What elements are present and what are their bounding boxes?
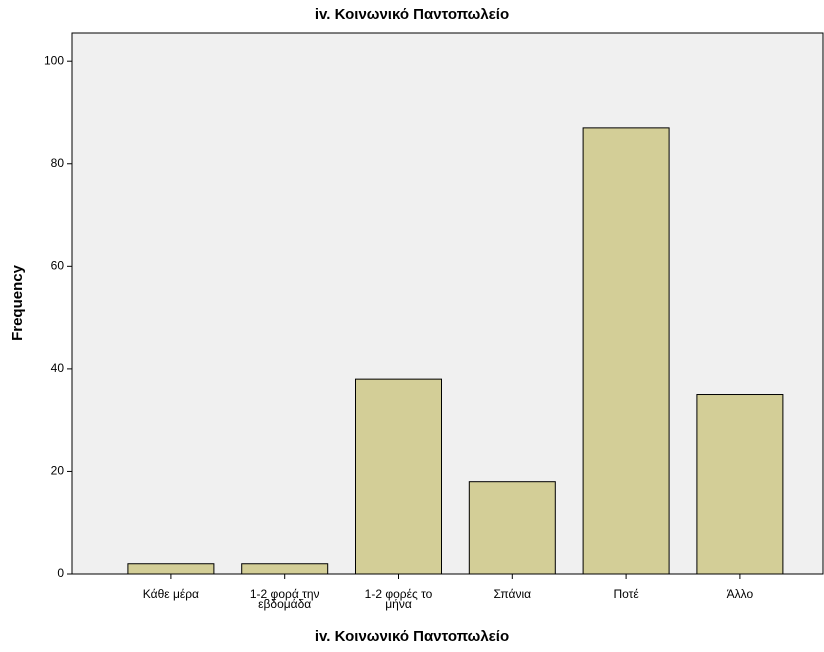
- x-tick-label: 1-2 φορά την εβδομάδα: [249, 587, 320, 611]
- x-tick-label: Ποτέ: [613, 587, 639, 601]
- y-tick-label: 60: [51, 258, 65, 272]
- y-tick-label: 80: [51, 156, 65, 170]
- bar: [582, 127, 670, 575]
- y-axis-label: Frequency: [9, 264, 26, 341]
- bar: [127, 563, 215, 575]
- y-tick-label: 100: [44, 53, 64, 67]
- bar: [696, 394, 784, 575]
- y-tick-label: 40: [51, 361, 65, 375]
- x-tick-label: Σπάνια: [493, 587, 532, 601]
- x-tick-label: 1-2 φορές το μήνα: [364, 587, 433, 611]
- x-tick-label: Κάθε μέρα: [142, 587, 199, 601]
- x-tick-label: Άλλο: [726, 587, 754, 601]
- chart-title: iv. Κοινωνικό Παντοπωλείο: [315, 6, 509, 23]
- bar: [241, 563, 329, 575]
- bar: [355, 378, 442, 575]
- x-axis-label: iv. Κοινωνικό Παντοπωλείο: [315, 628, 509, 645]
- y-tick-label: 20: [51, 464, 65, 478]
- y-tick-label: 0: [57, 566, 64, 580]
- bar: [468, 481, 556, 575]
